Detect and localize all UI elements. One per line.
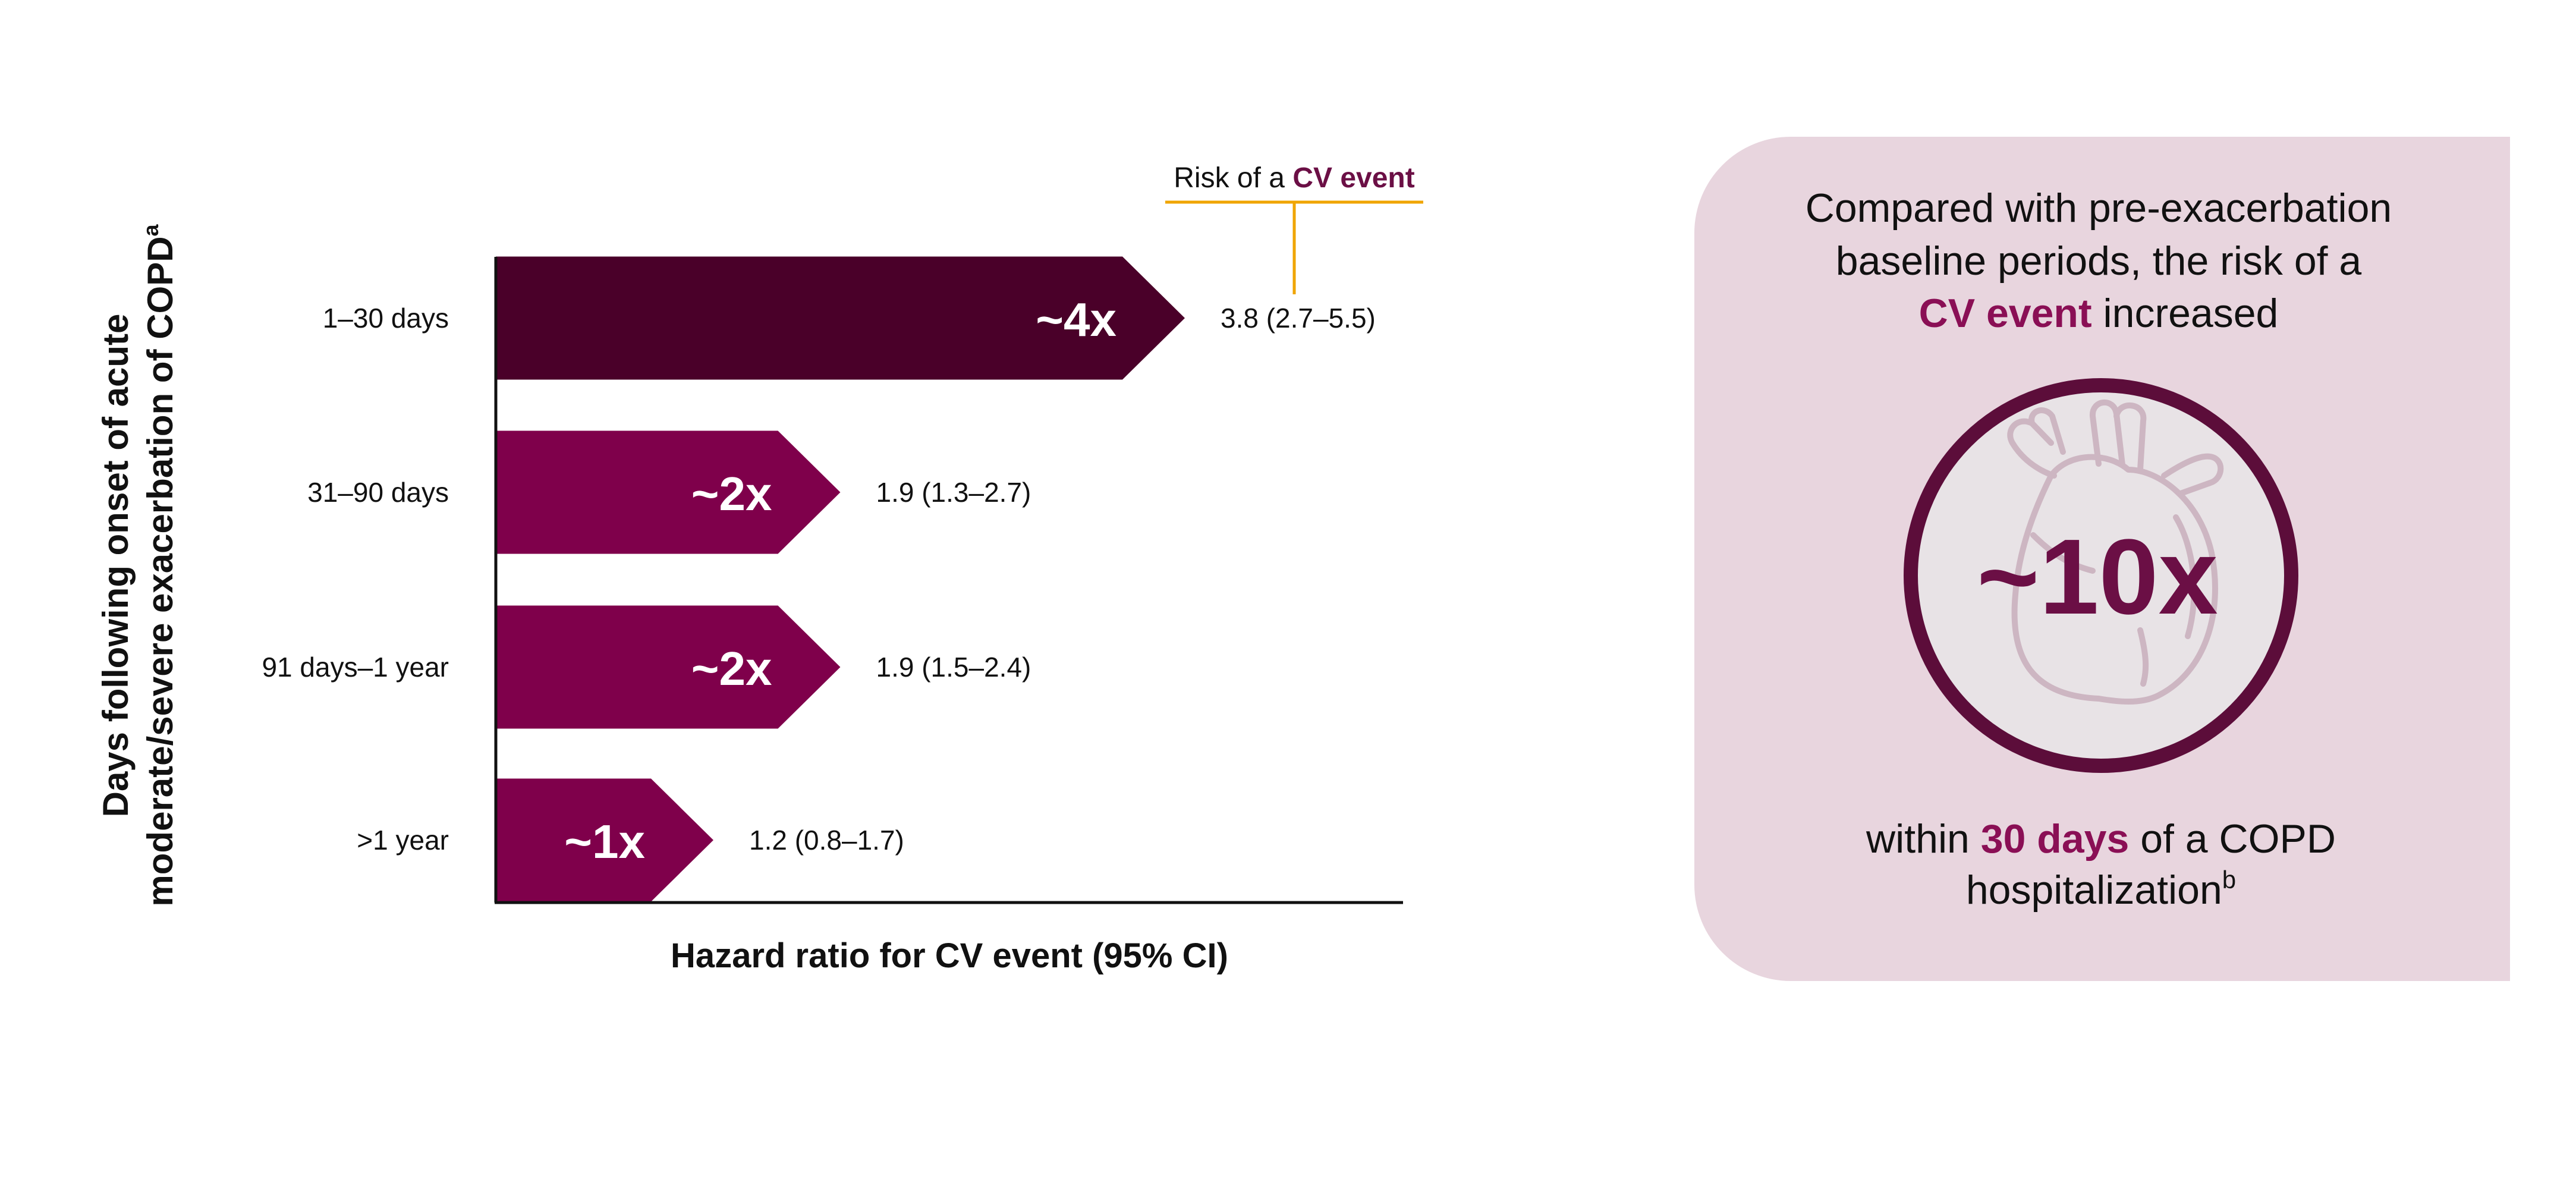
bar-label-1: ~2x <box>691 467 772 520</box>
callout-text-line2: baseline periods, the risk of a <box>1836 238 2362 284</box>
y-axis-title-superscript: a <box>139 224 163 236</box>
value-label-1: 1.9 (1.3–2.7) <box>876 477 1031 508</box>
bar-label-2: ~2x <box>691 642 772 695</box>
value-label-2: 1.9 (1.5–2.4) <box>876 652 1031 683</box>
heart-outline-icon <box>2007 400 2224 705</box>
svg-text:moderate/severe exacerbation o: moderate/severe exacerbation of COPDa <box>139 224 180 906</box>
risk-annotation: Risk of a CV event <box>1165 162 1423 294</box>
bar-label-0: ~4x <box>1036 293 1116 346</box>
callout-highlight-cv-event: CV event <box>1919 291 2092 336</box>
callout-bottom-line2: hospitalizationb <box>1966 866 2236 913</box>
callout-ring <box>1904 378 2298 773</box>
callout-highlight-30-days: 30 days <box>1981 816 2130 862</box>
category-label-1: 31–90 days <box>307 477 449 508</box>
category-label-3: >1 year <box>357 825 449 856</box>
risk-annotation-prefix: Risk of a <box>1174 162 1292 194</box>
y-axis-title: Days following onset of acute moderate/s… <box>96 224 180 906</box>
bar-group: 1–30 days ~4x 3.8 (2.7–5.5) 31–90 days ~2x 1.… <box>262 256 1376 902</box>
callout-bottom-line1: within 30 days of a COPD <box>1866 816 2336 862</box>
y-axis-title-line2: moderate/severe exacerbation of COPD <box>140 236 180 906</box>
callout-text-line1: Compared with pre-exacerbation <box>1806 186 2392 231</box>
callout-panel: Compared with pre-exacerbation baseline … <box>1694 137 2510 981</box>
y-axis-title-line1: Days following onset of acute <box>96 314 136 818</box>
bar-2 <box>496 605 841 729</box>
callout-big-number: ~10x <box>1977 517 2218 637</box>
value-label-0: 3.8 (2.7–5.5) <box>1221 303 1376 334</box>
callout-bottom-hospitalization: hospitalization <box>1966 867 2222 913</box>
bar-1 <box>496 430 841 554</box>
x-axis-title: Hazard ratio for CV event (95% CI) <box>671 936 1228 975</box>
callout-text-line3: CV event increased <box>1919 291 2279 336</box>
category-label-2: 91 days–1 year <box>262 652 449 683</box>
risk-annotation-text: Risk of a CV event <box>1174 162 1414 194</box>
callout-bottom-rest: of a COPD <box>2129 816 2336 862</box>
risk-annotation-highlight: CV event <box>1292 162 1414 194</box>
bar-3 <box>496 778 713 902</box>
bar-0 <box>496 256 1185 380</box>
svg-text:Days following onset of acute: Days following onset of acute <box>96 314 136 818</box>
callout-text-line3-rest: increased <box>2092 291 2279 336</box>
value-label-3: 1.2 (0.8–1.7) <box>749 825 904 856</box>
callout-bottom-superscript: b <box>2222 866 2236 894</box>
callout-bottom-prefix: within <box>1866 816 1981 862</box>
bar-label-3: ~1x <box>564 815 645 868</box>
category-label-0: 1–30 days <box>323 303 449 334</box>
